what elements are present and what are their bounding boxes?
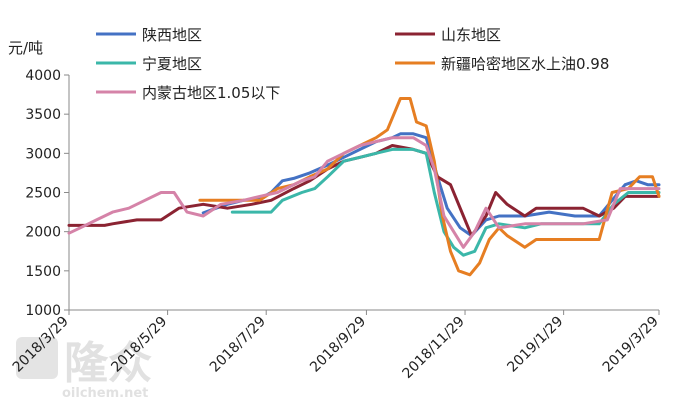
legend-label-1: 陕西地区 <box>142 26 202 44</box>
legend-label-2: 山东地区 <box>441 26 501 44</box>
watermark-brand: 隆众 <box>64 338 152 389</box>
y-axis-unit-label: 元/吨 <box>8 39 43 57</box>
y-tick-label: 1000 <box>25 303 61 319</box>
y-tick-label: 1500 <box>25 264 61 280</box>
y-tick-label: 3500 <box>25 107 61 123</box>
watermark-site: oilchem.net <box>62 386 148 401</box>
x-tick-label: 2019/1/29 <box>504 314 566 376</box>
x-tick-label: 2018/9/29 <box>307 314 369 376</box>
legend-label-4: 新疆哈密地区水上油0.98 <box>441 55 609 73</box>
y-tick-label: 3000 <box>25 146 61 162</box>
series-line-4 <box>198 97 661 277</box>
watermark-logo-icon <box>16 337 58 379</box>
y-tick-label: 4000 <box>25 68 61 84</box>
series-layer <box>67 97 661 277</box>
y-tick-label: 2000 <box>25 225 61 241</box>
y-tick-label: 2500 <box>25 186 61 202</box>
series-line-5 <box>67 136 661 249</box>
x-tick-label: 2019/3/29 <box>600 314 662 376</box>
legend-label-5: 内蒙古地区1.05以下 <box>142 84 280 102</box>
x-tick-label: 2018/7/29 <box>207 314 269 376</box>
watermark: 隆众 oilchem.net <box>16 337 152 401</box>
x-tick-label: 2018/11/29 <box>399 314 467 382</box>
legend-label-3: 宁夏地区 <box>142 55 202 73</box>
series-line-2 <box>67 144 661 238</box>
